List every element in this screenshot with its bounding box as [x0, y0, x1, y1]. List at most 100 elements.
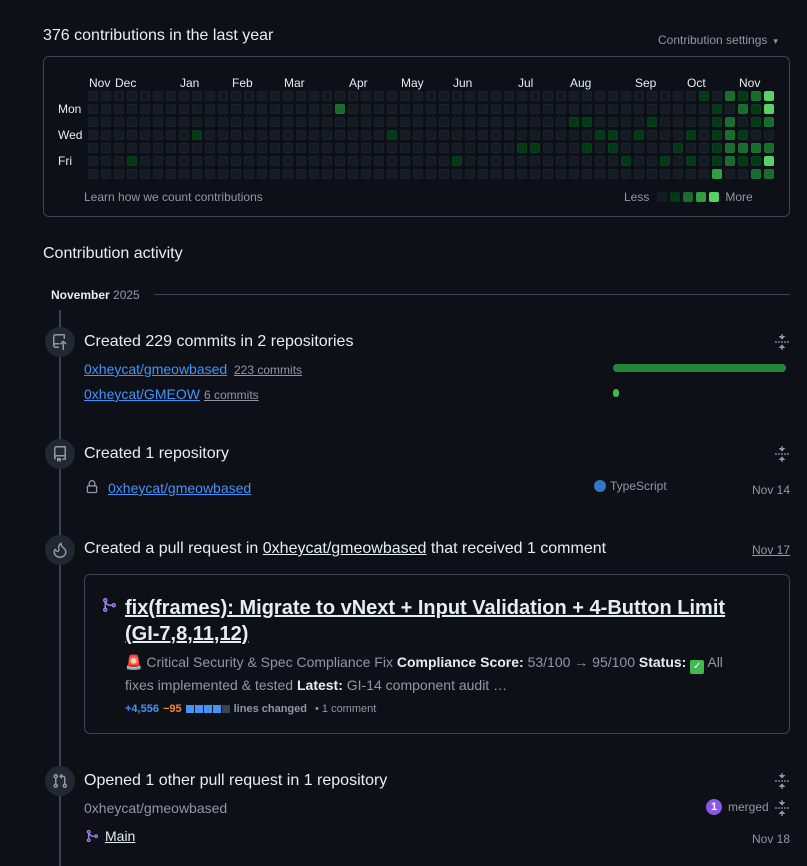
contribution-day-cell[interactable]	[309, 130, 319, 140]
contribution-day-cell[interactable]	[400, 130, 410, 140]
contribution-day-cell[interactable]	[374, 143, 384, 153]
contribution-day-cell[interactable]	[634, 143, 644, 153]
contribution-day-cell[interactable]	[244, 91, 254, 101]
contribution-day-cell[interactable]	[101, 143, 111, 153]
contribution-day-cell[interactable]	[140, 169, 150, 179]
contribution-day-cell[interactable]	[569, 156, 579, 166]
contribution-day-cell[interactable]	[452, 104, 462, 114]
contribution-day-cell[interactable]	[439, 104, 449, 114]
contribution-day-cell[interactable]	[556, 117, 566, 127]
contribution-day-cell[interactable]	[504, 143, 514, 153]
contribution-day-cell[interactable]	[192, 130, 202, 140]
contribution-day-cell[interactable]	[400, 143, 410, 153]
contribution-day-cell[interactable]	[504, 91, 514, 101]
contribution-day-cell[interactable]	[257, 130, 267, 140]
contribution-day-cell[interactable]	[439, 91, 449, 101]
contribution-day-cell[interactable]	[400, 104, 410, 114]
contribution-day-cell[interactable]	[699, 117, 709, 127]
contribution-day-cell[interactable]	[257, 156, 267, 166]
contribution-day-cell[interactable]	[712, 117, 722, 127]
contribution-day-cell[interactable]	[322, 117, 332, 127]
contribution-day-cell[interactable]	[556, 143, 566, 153]
contribution-day-cell[interactable]	[764, 156, 774, 166]
contribution-day-cell[interactable]	[465, 130, 475, 140]
fold-icon[interactable]	[774, 773, 790, 789]
contribution-day-cell[interactable]	[101, 91, 111, 101]
contribution-day-cell[interactable]	[257, 169, 267, 179]
contribution-day-cell[interactable]	[270, 104, 280, 114]
contribution-day-cell[interactable]	[387, 169, 397, 179]
contribution-day-cell[interactable]	[673, 130, 683, 140]
contribution-day-cell[interactable]	[283, 169, 293, 179]
contribution-day-cell[interactable]	[374, 169, 384, 179]
contribution-day-cell[interactable]	[205, 169, 215, 179]
contribution-day-cell[interactable]	[452, 156, 462, 166]
contribution-day-cell[interactable]	[309, 156, 319, 166]
contribution-day-cell[interactable]	[543, 143, 553, 153]
contribution-day-cell[interactable]	[595, 130, 605, 140]
contribution-day-cell[interactable]	[530, 91, 540, 101]
contribution-day-cell[interactable]	[179, 117, 189, 127]
contribution-day-cell[interactable]	[387, 104, 397, 114]
commit-count-link[interactable]: 6 commits	[204, 388, 259, 402]
contribution-day-cell[interactable]	[140, 117, 150, 127]
contribution-day-cell[interactable]	[413, 117, 423, 127]
contribution-day-cell[interactable]	[374, 130, 384, 140]
contribution-day-cell[interactable]	[647, 104, 657, 114]
contribution-day-cell[interactable]	[751, 104, 761, 114]
contribution-day-cell[interactable]	[127, 130, 137, 140]
contribution-day-cell[interactable]	[647, 117, 657, 127]
contribution-day-cell[interactable]	[153, 169, 163, 179]
contribution-day-cell[interactable]	[595, 156, 605, 166]
contribution-day-cell[interactable]	[270, 117, 280, 127]
contribution-day-cell[interactable]	[517, 104, 527, 114]
contribution-day-cell[interactable]	[439, 143, 449, 153]
contribution-day-cell[interactable]	[218, 91, 228, 101]
contribution-day-cell[interactable]	[218, 104, 228, 114]
contribution-day-cell[interactable]	[400, 156, 410, 166]
contribution-day-cell[interactable]	[426, 117, 436, 127]
contribution-day-cell[interactable]	[686, 156, 696, 166]
contribution-day-cell[interactable]	[543, 91, 553, 101]
contribution-day-cell[interactable]	[452, 169, 462, 179]
contribution-day-cell[interactable]	[582, 117, 592, 127]
contribution-day-cell[interactable]	[374, 117, 384, 127]
contribution-day-cell[interactable]	[88, 91, 98, 101]
contribution-day-cell[interactable]	[517, 130, 527, 140]
learn-contributions-link[interactable]: Learn how we count contributions	[84, 190, 263, 204]
contribution-day-cell[interactable]	[179, 169, 189, 179]
contribution-day-cell[interactable]	[725, 169, 735, 179]
contribution-day-cell[interactable]	[101, 156, 111, 166]
contribution-day-cell[interactable]	[283, 156, 293, 166]
contribution-day-cell[interactable]	[257, 91, 267, 101]
contribution-day-cell[interactable]	[309, 117, 319, 127]
contribution-day-cell[interactable]	[192, 117, 202, 127]
contribution-day-cell[interactable]	[504, 169, 514, 179]
contribution-day-cell[interactable]	[322, 169, 332, 179]
contribution-day-cell[interactable]	[231, 169, 241, 179]
repo-link[interactable]: 0xheycat/GMEOW	[84, 386, 200, 402]
contribution-day-cell[interactable]	[426, 156, 436, 166]
contribution-day-cell[interactable]	[634, 169, 644, 179]
contribution-day-cell[interactable]	[205, 104, 215, 114]
contribution-day-cell[interactable]	[101, 117, 111, 127]
contribution-day-cell[interactable]	[764, 169, 774, 179]
contribution-day-cell[interactable]	[231, 104, 241, 114]
contribution-day-cell[interactable]	[140, 143, 150, 153]
contribution-day-cell[interactable]	[725, 117, 735, 127]
contribution-day-cell[interactable]	[491, 117, 501, 127]
contribution-day-cell[interactable]	[478, 130, 488, 140]
contribution-day-cell[interactable]	[322, 156, 332, 166]
contribution-day-cell[interactable]	[530, 130, 540, 140]
contribution-day-cell[interactable]	[569, 130, 579, 140]
contribution-day-cell[interactable]	[569, 91, 579, 101]
contribution-day-cell[interactable]	[686, 130, 696, 140]
contribution-day-cell[interactable]	[374, 156, 384, 166]
contribution-day-cell[interactable]	[101, 169, 111, 179]
contribution-day-cell[interactable]	[348, 117, 358, 127]
contribution-day-cell[interactable]	[270, 156, 280, 166]
contribution-day-cell[interactable]	[179, 130, 189, 140]
contribution-day-cell[interactable]	[335, 143, 345, 153]
contribution-day-cell[interactable]	[426, 143, 436, 153]
contribution-day-cell[interactable]	[439, 117, 449, 127]
